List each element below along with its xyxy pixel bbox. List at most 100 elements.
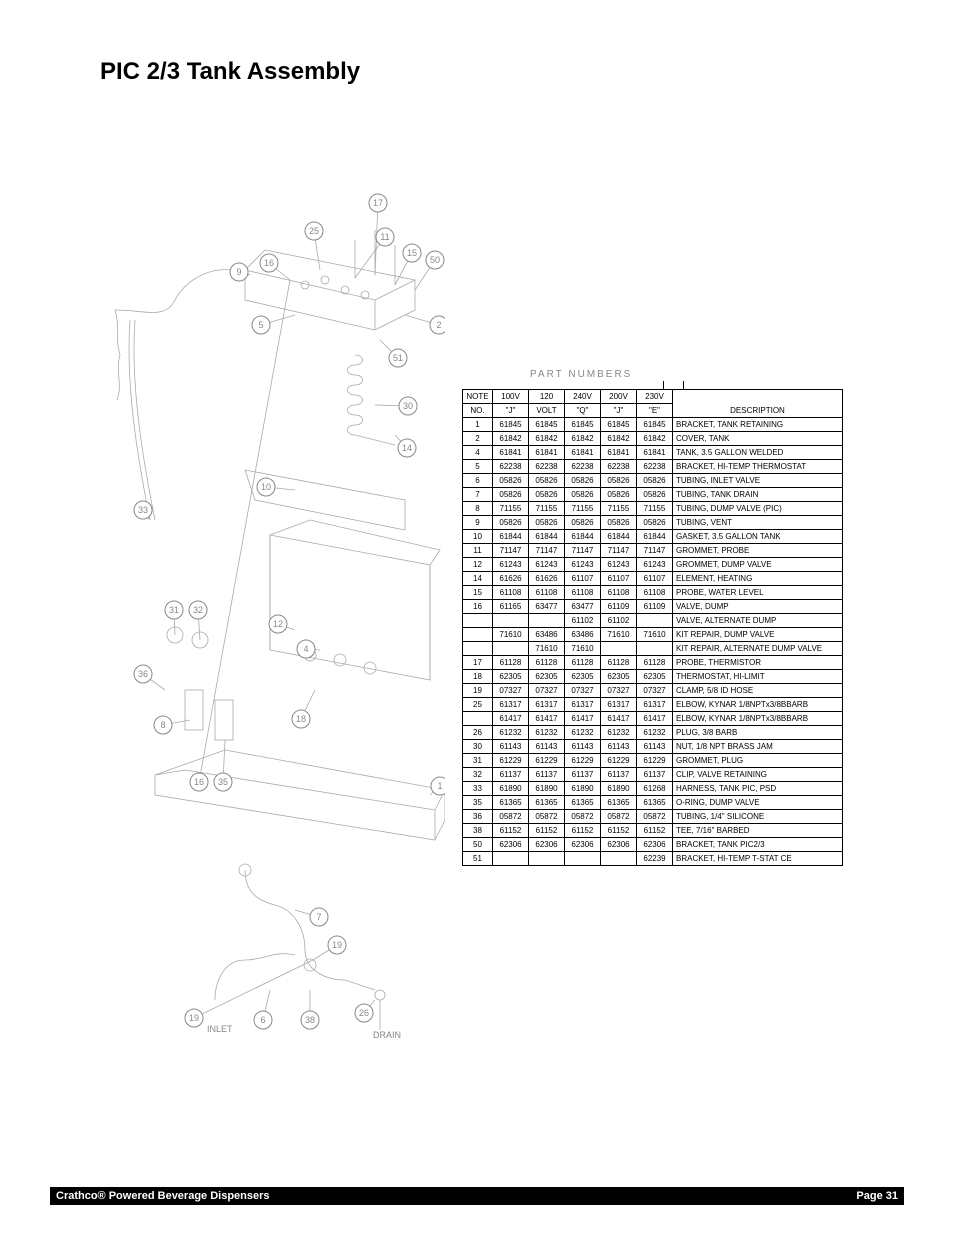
cell-partnum: 61317 — [601, 698, 637, 712]
table-row: 70582605826058260582605826TUBING, TANK D… — [463, 488, 843, 502]
cell-partnum: 62239 — [637, 852, 673, 866]
callout-number: 5 — [258, 320, 263, 330]
cell-note — [463, 614, 493, 628]
cell-partnum — [529, 852, 565, 866]
cell-partnum: 61845 — [493, 418, 529, 432]
cell-note: 11 — [463, 544, 493, 558]
cell-partnum — [601, 642, 637, 656]
cell-partnum: 62238 — [565, 460, 601, 474]
cell-partnum: 61108 — [529, 586, 565, 600]
callout-number: 14 — [402, 443, 412, 453]
cell-note: 51 — [463, 852, 493, 866]
cell-partnum: 61107 — [637, 572, 673, 586]
cell-partnum: 61128 — [637, 656, 673, 670]
cell-partnum: 71610 — [529, 642, 565, 656]
cell-partnum: 61102 — [601, 614, 637, 628]
cell-partnum: 61108 — [637, 586, 673, 600]
cell-description: TUBING, DUMP VALVE (PIC) — [673, 502, 843, 516]
cell-description: ELEMENT, HEATING — [673, 572, 843, 586]
callout-number: 18 — [296, 714, 306, 724]
cell-partnum: 61890 — [493, 782, 529, 796]
table-row: 6110261102VALVE, ALTERNATE DUMP — [463, 614, 843, 628]
cell-partnum: 63486 — [529, 628, 565, 642]
cell-partnum: 05826 — [565, 474, 601, 488]
cell-description: CLAMP, 5/8 ID HOSE — [673, 684, 843, 698]
cell-partnum — [601, 852, 637, 866]
callout-number: 8 — [160, 720, 165, 730]
cell-partnum: 61417 — [493, 712, 529, 726]
cell-partnum: 61845 — [565, 418, 601, 432]
tank-assembly-diagram: INLET DRAIN 1725111550169525130141033313… — [95, 190, 445, 1060]
table-row: 16184561845618456184561845BRACKET, TANK … — [463, 418, 843, 432]
cell-partnum: 71147 — [601, 544, 637, 558]
cell-partnum: 05826 — [529, 516, 565, 530]
cell-partnum: 05826 — [637, 488, 673, 502]
table-row: 5162239BRACKET, HI-TEMP T-STAT CE — [463, 852, 843, 866]
cell-partnum: 62238 — [493, 460, 529, 474]
cell-partnum: 61229 — [637, 754, 673, 768]
cell-partnum: 61268 — [637, 782, 673, 796]
cell-description: TUBING, INLET VALVE — [673, 474, 843, 488]
cell-partnum: 07327 — [493, 684, 529, 698]
callout-number: 19 — [189, 1013, 199, 1023]
cell-partnum: 61152 — [637, 824, 673, 838]
cell-partnum: 61128 — [601, 656, 637, 670]
callout-number: 11 — [380, 232, 389, 242]
cell-partnum: 05826 — [493, 474, 529, 488]
cell-description: GROMMET, PLUG — [673, 754, 843, 768]
table-row: 306114361143611436114361143NUT, 1/8 NPT … — [463, 740, 843, 754]
th-no: NO. — [463, 404, 493, 418]
cell-partnum: 61102 — [565, 614, 601, 628]
cell-partnum: 61842 — [565, 432, 601, 446]
table-row: 256131761317613176131761317ELBOW, KYNAR … — [463, 698, 843, 712]
cell-partnum: 61137 — [637, 768, 673, 782]
cell-partnum: 05826 — [637, 474, 673, 488]
cell-note: 14 — [463, 572, 493, 586]
table-row: 326113761137611376113761137CLIP, VALVE R… — [463, 768, 843, 782]
cell-partnum: 61841 — [529, 446, 565, 460]
cell-partnum: 62305 — [637, 670, 673, 684]
cell-partnum: 62238 — [529, 460, 565, 474]
cell-partnum: 61243 — [529, 558, 565, 572]
cell-partnum: 71610 — [565, 642, 601, 656]
table-row: 266123261232612326123261232PLUG, 3/8 BAR… — [463, 726, 843, 740]
cell-partnum: 61128 — [493, 656, 529, 670]
cell-partnum: 61232 — [493, 726, 529, 740]
callout-number: 36 — [138, 669, 148, 679]
table-row: 26184261842618426184261842COVER, TANK — [463, 432, 843, 446]
callout-number: 16 — [194, 777, 204, 787]
cell-partnum: 61841 — [565, 446, 601, 460]
footer-right: Page 31 — [856, 1190, 898, 1202]
cell-partnum — [493, 852, 529, 866]
cell-partnum: 05872 — [529, 810, 565, 824]
cell-partnum: 61317 — [565, 698, 601, 712]
cell-partnum: 61107 — [601, 572, 637, 586]
cell-partnum: 71155 — [529, 502, 565, 516]
table-row: 60582605826058260582605826TUBING, INLET … — [463, 474, 843, 488]
cell-partnum: 05872 — [493, 810, 529, 824]
cell-partnum: 05826 — [565, 488, 601, 502]
th-note: NOTE — [463, 390, 493, 404]
cell-partnum: 63486 — [565, 628, 601, 642]
cell-note: 17 — [463, 656, 493, 670]
callout-number: 31 — [169, 605, 179, 615]
cell-partnum: 62306 — [637, 838, 673, 852]
cell-description: BRACKET, TANK RETAINING — [673, 418, 843, 432]
cell-note: 7 — [463, 488, 493, 502]
cell-partnum: 61845 — [601, 418, 637, 432]
cell-partnum: 61626 — [529, 572, 565, 586]
cell-partnum: 61143 — [529, 740, 565, 754]
cell-partnum: 05826 — [565, 516, 601, 530]
cell-note — [463, 712, 493, 726]
callout-number: 17 — [373, 198, 383, 208]
cell-note: 10 — [463, 530, 493, 544]
cell-partnum: 62238 — [637, 460, 673, 474]
cell-partnum: 61841 — [493, 446, 529, 460]
cell-partnum: 71610 — [493, 628, 529, 642]
cell-partnum — [529, 614, 565, 628]
cell-partnum: 61845 — [529, 418, 565, 432]
cell-partnum: 61841 — [601, 446, 637, 460]
cell-description: GROMMET, DUMP VALVE — [673, 558, 843, 572]
cell-partnum: 62306 — [529, 838, 565, 852]
cell-partnum: 61108 — [565, 586, 601, 600]
